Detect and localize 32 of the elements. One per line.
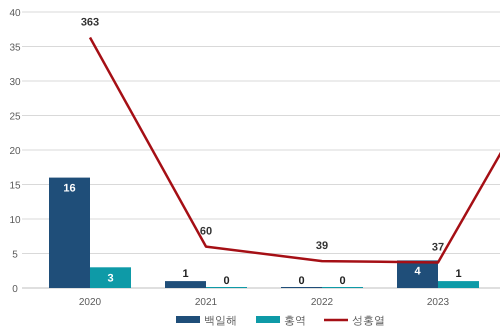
data-label: 1 — [182, 268, 189, 280]
y-tick-label: 15 — [9, 180, 21, 192]
bar — [90, 267, 131, 288]
y-tick-label: 40 — [9, 8, 21, 19]
data-label: 60 — [200, 226, 212, 238]
data-label: 37 — [432, 241, 444, 254]
y-tick-label: 30 — [9, 77, 21, 88]
x-tick-label: 2020 — [78, 297, 102, 308]
x-tick-label: 2021 — [194, 297, 218, 308]
x-tick-label: 2022 — [310, 297, 334, 308]
bar — [438, 281, 479, 288]
legend-label: 성홍열 — [352, 315, 385, 327]
data-label: 39 — [316, 240, 328, 252]
legend-label: 백일해 — [204, 315, 237, 327]
y-tick-label: 20 — [9, 146, 21, 157]
data-label: 4 — [414, 265, 422, 278]
data-label: 363 — [80, 16, 100, 29]
x-tick-label: 2023 — [426, 297, 450, 308]
data-label: 16 — [63, 182, 76, 195]
legend-label: 홍역 — [284, 315, 306, 327]
y-tick-label: 5 — [12, 250, 18, 260]
data-label: 1 — [455, 268, 462, 280]
y-tick-label: 0 — [12, 284, 18, 295]
data-label: 0 — [298, 275, 305, 287]
bar — [49, 178, 90, 288]
y-tick-label: 10 — [9, 215, 21, 226]
y-tick-label: 35 — [9, 42, 21, 54]
y-tick-label: 25 — [9, 112, 21, 122]
data-label: 3 — [107, 272, 114, 284]
bar — [165, 281, 206, 288]
data-label: 0 — [339, 275, 346, 287]
data-label: 0 — [223, 275, 230, 287]
